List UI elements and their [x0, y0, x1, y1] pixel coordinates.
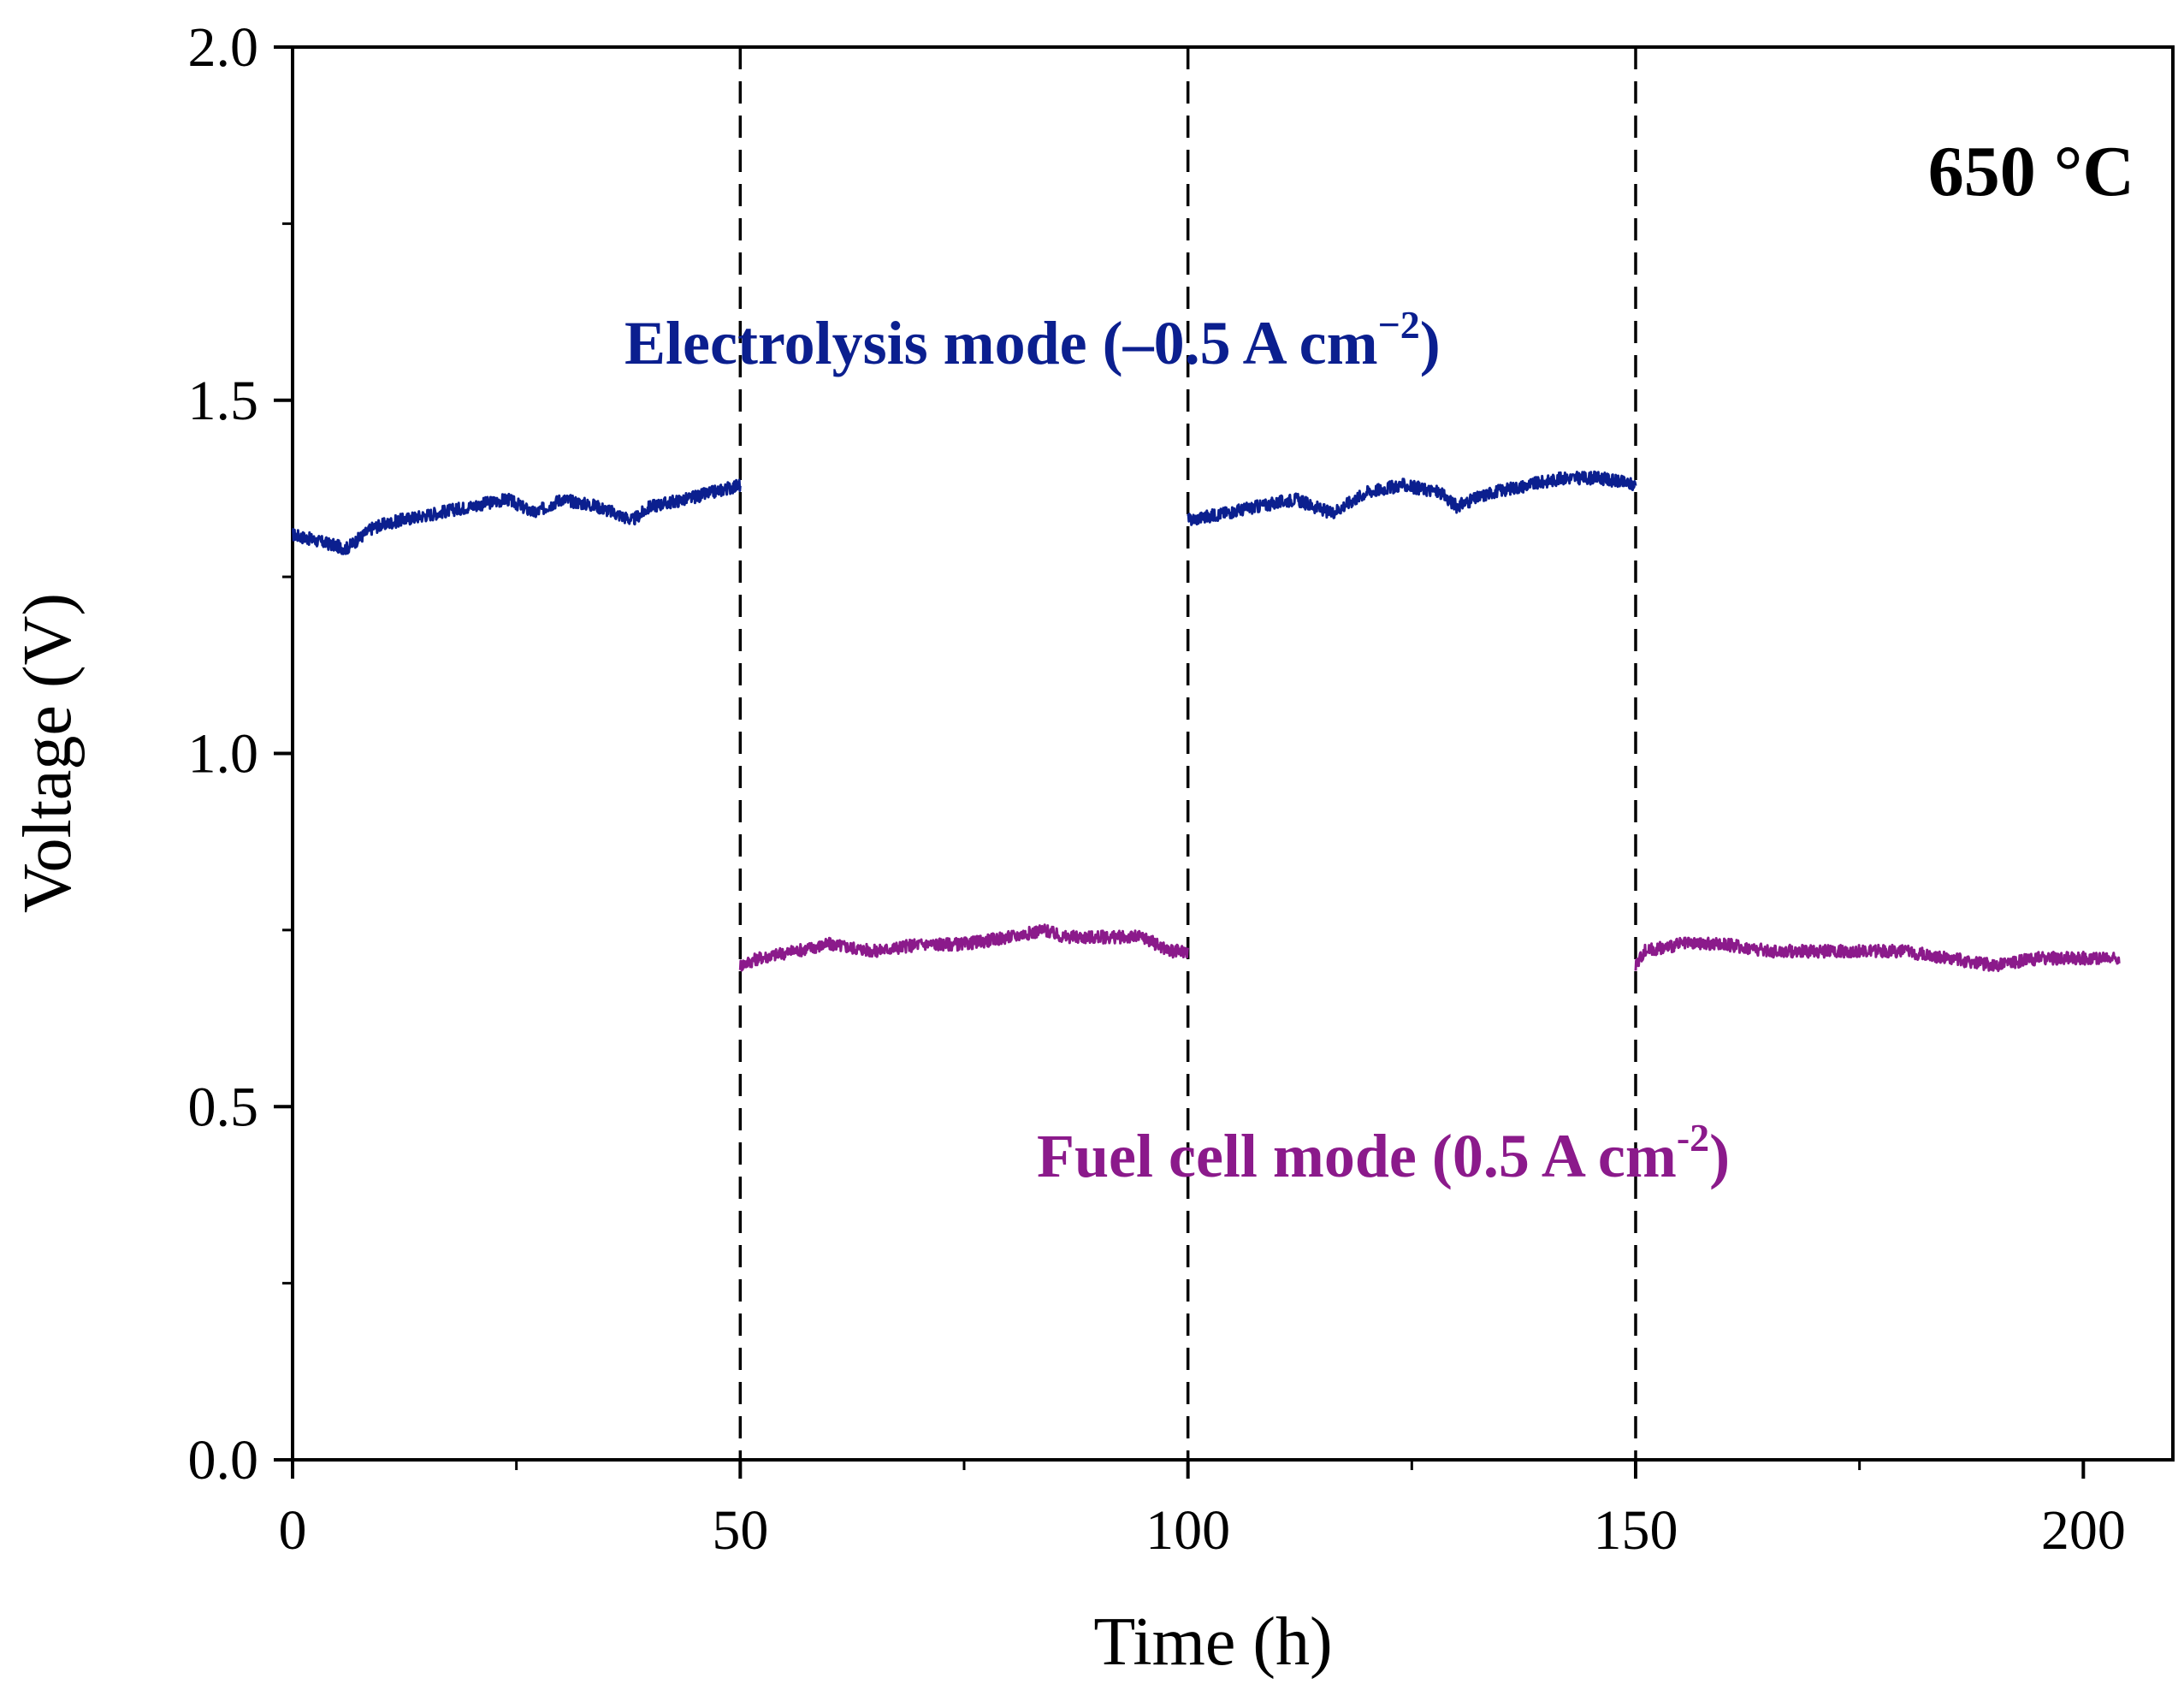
x-axis-title: Time (h): [1093, 1604, 1332, 1680]
x-tick-label-150: 150: [1594, 1499, 1678, 1562]
temperature-label: 650 °C: [1928, 132, 2134, 211]
y-tick-label-0: 0.0: [188, 1429, 259, 1491]
plot-frame: [291, 45, 2175, 1462]
fuel-cell-mode-close: ): [1709, 1122, 1730, 1190]
electrolysis-voltage-trace-2: [1187, 470, 1637, 526]
fuel-cell-mode-superscript: -2: [1677, 1116, 1709, 1159]
fuel-cell-mode-label: Fuel cell mode (0.5 A cm-2): [1037, 1116, 1730, 1190]
y-tick-label-1.5: 1.5: [188, 370, 259, 432]
electrolysis-mode-label: Electrolysis mode (–0.5 A cm−2): [624, 303, 1441, 377]
series-layer: [292, 470, 2121, 973]
y-tick-label-2: 2.0: [188, 16, 259, 79]
fuel-cell-voltage-trace-2: [1634, 936, 2121, 973]
y-axis-title: Voltage (V): [10, 593, 86, 913]
electrolysis-mode-superscript: −2: [1378, 303, 1420, 347]
electrolysis-mode-close: ): [1420, 309, 1441, 377]
electrolysis-mode-text: Electrolysis mode (–0.5 A cm: [624, 309, 1378, 377]
electrolysis-voltage-trace-1: [292, 478, 742, 555]
plot-area-border: [291, 45, 2175, 1462]
x-tick-label-50: 50: [712, 1499, 768, 1562]
y-tick-label-1: 1.0: [188, 723, 259, 786]
x-tick-label-100: 100: [1145, 1499, 1230, 1562]
x-tick-label-0: 0: [279, 1499, 307, 1562]
fuel-cell-voltage-trace-1: [738, 923, 1190, 972]
x-axis-ticks: 0 50 100 150 200: [279, 1460, 2126, 1562]
mode-switch-dividers: [738, 47, 1637, 1460]
fuel-cell-mode-text: Fuel cell mode (0.5 A cm: [1037, 1122, 1677, 1190]
x-tick-label-200: 200: [2041, 1499, 2126, 1562]
y-axis-ticks: 0.0 0.5 1.0 1.5 2.0: [188, 16, 293, 1491]
y-tick-label-0.5: 0.5: [188, 1076, 259, 1138]
